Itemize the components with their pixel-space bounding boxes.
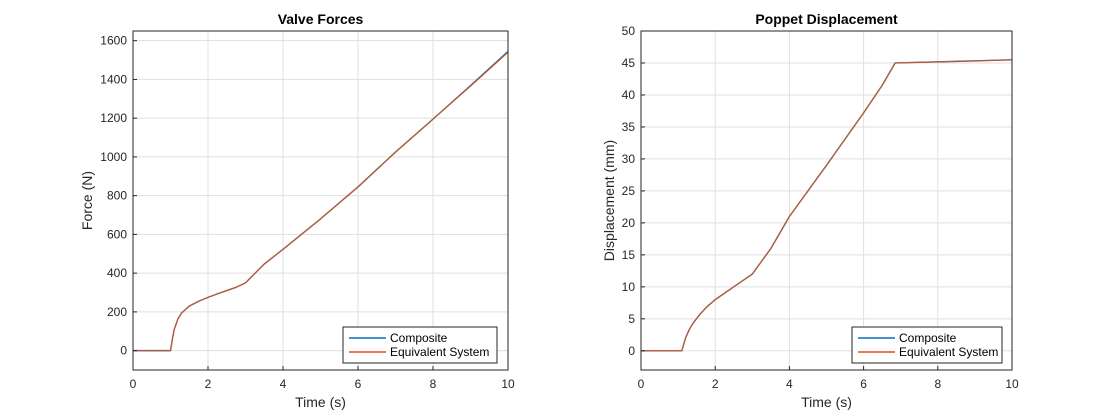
chart-title: Poppet Displacement — [755, 11, 898, 27]
x-tick-label: 2 — [205, 377, 212, 391]
axes-frame — [640, 30, 1013, 371]
y-tick-label: 25 — [622, 184, 636, 198]
y-tick-label: 0 — [628, 344, 635, 358]
y-axis-label: Displacement (mm) — [601, 140, 617, 261]
x-axis-label: Time (s) — [801, 394, 852, 410]
y-tick-label: 20 — [622, 216, 636, 230]
poppet-displacement-plot: 0 2 4 6 8 10 0 5 10 15 20 25 30 35 40 45 50 Poppet Displ… — [601, 11, 1019, 410]
y-axis-label: Force (N) — [79, 171, 95, 230]
y-tick-label: 45 — [622, 56, 636, 70]
y-tick-label: 400 — [107, 266, 127, 280]
x-tick-label: 4 — [786, 377, 793, 391]
y-tick-label: 15 — [622, 248, 636, 262]
x-tick-label: 8 — [934, 377, 941, 391]
plot-area — [133, 31, 508, 370]
y-tick-label: 200 — [107, 305, 127, 319]
series-line-equivalent-system — [133, 51, 509, 352]
y-tick-label: 1600 — [100, 34, 127, 48]
x-tick-label: 2 — [712, 377, 719, 391]
series-lines — [641, 59, 1013, 352]
y-tick-label: 35 — [622, 120, 636, 134]
x-axis-label: Time (s) — [295, 394, 346, 410]
legend-label-equivalent-system: Equivalent System — [390, 345, 489, 359]
y-tick-label: 30 — [622, 152, 636, 166]
y-tick-label: 5 — [628, 312, 635, 326]
chart-title: Valve Forces — [278, 11, 364, 27]
legend-box — [851, 326, 1003, 364]
legend-label-equivalent-system: Equivalent System — [899, 345, 998, 359]
axis-ticks: 0 2 4 6 8 10 0 200 400 600 800 1000 1200 1400 1600 — [100, 34, 515, 391]
x-tick-label: 4 — [280, 377, 287, 391]
plot-area — [641, 31, 1012, 370]
y-tick-label: 1000 — [100, 150, 127, 164]
y-tick-label: 40 — [622, 88, 636, 102]
x-tick-label: 0 — [130, 377, 137, 391]
legend-label-composite: Composite — [390, 331, 448, 345]
x-tick-label: 10 — [501, 377, 515, 391]
axes-frame — [132, 30, 509, 371]
y-tick-label: 10 — [622, 280, 636, 294]
legend-box — [342, 326, 498, 364]
y-tick-label: 0 — [120, 344, 127, 358]
series-lines — [133, 50, 509, 352]
y-tick-label: 800 — [107, 189, 127, 203]
series-line-equivalent-system — [641, 59, 1013, 352]
valve-forces-plot: 0 2 4 6 8 10 0 200 400 600 800 1000 1200 1400 1600 Val… — [79, 11, 515, 410]
y-tick-label: 1200 — [100, 111, 127, 125]
x-tick-label: 0 — [638, 377, 645, 391]
y-tick-label: 1400 — [100, 72, 127, 86]
x-tick-label: 8 — [430, 377, 437, 391]
axis-ticks: 0 2 4 6 8 10 0 5 10 15 20 25 30 35 40 45 50 — [622, 24, 1019, 391]
x-tick-label: 6 — [355, 377, 362, 391]
legend-label-composite: Composite — [899, 331, 957, 345]
y-tick-label: 600 — [107, 227, 127, 241]
x-tick-label: 6 — [860, 377, 867, 391]
x-tick-label: 10 — [1005, 377, 1019, 391]
y-tick-label: 50 — [622, 24, 636, 38]
